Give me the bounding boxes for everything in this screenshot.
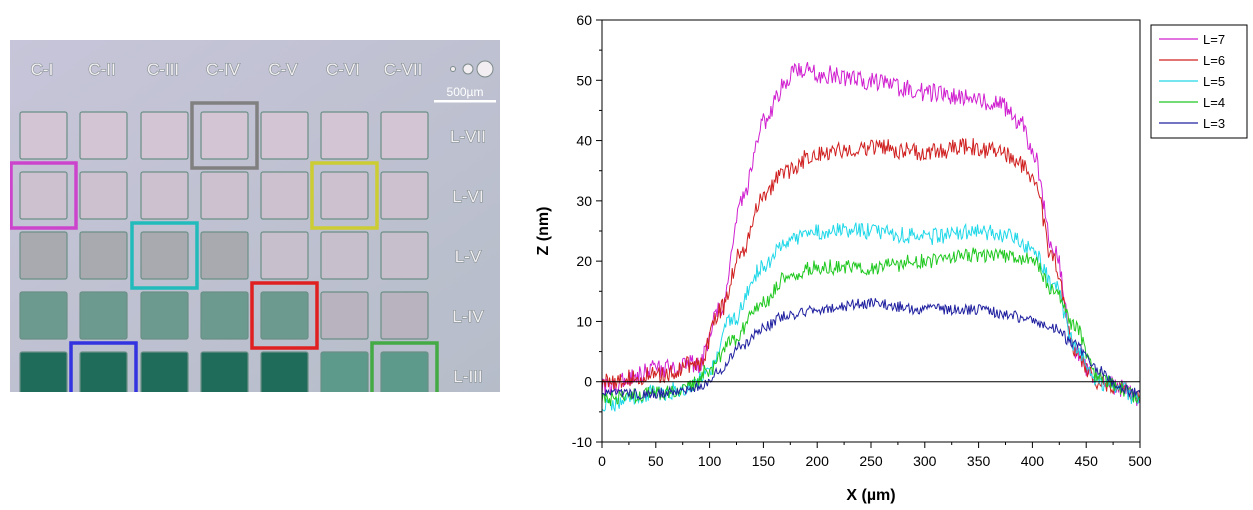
x-tick-label: 500 xyxy=(1128,453,1152,469)
column-label: C-I xyxy=(31,60,54,79)
pattern-square xyxy=(320,111,369,160)
x-tick-label: 50 xyxy=(648,453,664,469)
scale-bar-line xyxy=(434,100,496,103)
pattern-square xyxy=(79,291,128,340)
series-line xyxy=(601,297,1141,400)
highlight-box xyxy=(190,101,259,170)
column-label: C-II xyxy=(88,60,115,79)
legend-label: L=7 xyxy=(1203,32,1225,47)
pattern-square xyxy=(200,291,249,340)
row-label: L-VI xyxy=(452,187,483,206)
pattern-square xyxy=(320,351,369,392)
pattern-square xyxy=(79,171,128,220)
profile-chart: 0 50 100 150 200 250 300 350 400 450 500 -10 0 10 20 3… xyxy=(535,12,1248,504)
pattern-square xyxy=(260,351,309,392)
y-tick-label: 50 xyxy=(576,72,592,88)
column-label: C-VII xyxy=(384,60,423,79)
legend-label: L=6 xyxy=(1203,53,1225,68)
x-tick-label: 400 xyxy=(1021,453,1045,469)
pattern-square xyxy=(200,171,249,220)
y-axis-label: Z (nm) xyxy=(535,207,552,256)
pattern-square xyxy=(200,351,249,392)
y-tick-label: 0 xyxy=(584,374,592,390)
scale-bar: 500µm xyxy=(434,85,496,103)
y-tick-label: 30 xyxy=(576,193,592,209)
pattern-square xyxy=(200,111,249,160)
pattern-square xyxy=(79,351,128,392)
pattern-square xyxy=(19,111,68,160)
pattern-square xyxy=(19,171,68,220)
pattern-square xyxy=(19,351,68,392)
legend-label: L=4 xyxy=(1203,95,1225,110)
pattern-square xyxy=(140,111,189,160)
pattern-square xyxy=(260,171,309,220)
pattern-square xyxy=(320,171,369,220)
x-axis-label: X (µm) xyxy=(846,487,895,504)
pattern-square xyxy=(380,351,429,392)
pattern-square xyxy=(200,231,249,280)
x-tick-label: 350 xyxy=(967,453,991,469)
y-tick-label: -10 xyxy=(572,434,592,450)
y-tick-label: 60 xyxy=(576,12,592,28)
series-line xyxy=(601,137,1141,403)
pattern-square xyxy=(260,291,309,340)
pattern-square xyxy=(140,171,189,220)
column-label: C-III xyxy=(147,60,179,79)
pattern-square xyxy=(380,291,429,340)
highlight-box xyxy=(130,221,199,290)
x-tick-label: 300 xyxy=(913,453,937,469)
pattern-square xyxy=(140,291,189,340)
column-label: C-V xyxy=(268,60,298,79)
highlight-box xyxy=(250,281,319,350)
pattern-square xyxy=(19,291,68,340)
x-tick-label: 450 xyxy=(1075,453,1099,469)
x-tick-label: 250 xyxy=(859,453,883,469)
pattern-square xyxy=(380,171,429,220)
legend-label: L=3 xyxy=(1203,116,1225,131)
pattern-square xyxy=(320,291,369,340)
row-label: L-V xyxy=(455,247,482,266)
column-label: C-IV xyxy=(206,60,241,79)
x-tick-label: 200 xyxy=(806,453,830,469)
pattern-square xyxy=(79,111,128,160)
legend: L=7 L=6 L=5 L=4 L=3 xyxy=(1150,24,1248,139)
x-tick-label: 0 xyxy=(598,453,606,469)
pattern-square xyxy=(260,231,309,280)
pattern-square xyxy=(19,231,68,280)
column-label: C-VI xyxy=(326,60,360,79)
y-tick-label: 10 xyxy=(576,313,592,329)
pattern-square xyxy=(320,231,369,280)
series-line xyxy=(601,62,1141,406)
series-line xyxy=(601,222,1141,412)
row-label: L-III xyxy=(453,367,482,386)
pattern-square xyxy=(260,111,309,160)
micrograph-image: C-I C-II C-III C-IV C-V C-VI C-VII 500µm L-VII… xyxy=(10,40,500,392)
pattern-square xyxy=(380,111,429,160)
scale-bar-label: 500µm xyxy=(447,85,484,99)
series-line xyxy=(601,247,1141,406)
pattern-square xyxy=(140,351,189,392)
y-tick-label: 20 xyxy=(576,253,592,269)
x-tick-label: 150 xyxy=(752,453,776,469)
highlight-box xyxy=(10,161,78,230)
alignment-dots xyxy=(450,60,494,78)
y-tick-label: 40 xyxy=(576,133,592,149)
row-label: L-VII xyxy=(450,127,486,146)
highlight-box xyxy=(69,341,138,392)
highlight-box xyxy=(310,161,379,230)
pattern-square xyxy=(380,231,429,280)
legend-label: L=5 xyxy=(1203,74,1225,89)
highlight-box xyxy=(370,341,439,392)
x-tick-label: 100 xyxy=(698,453,722,469)
pattern-square xyxy=(140,231,189,280)
row-label: L-IV xyxy=(452,307,484,326)
pattern-square xyxy=(79,231,128,280)
